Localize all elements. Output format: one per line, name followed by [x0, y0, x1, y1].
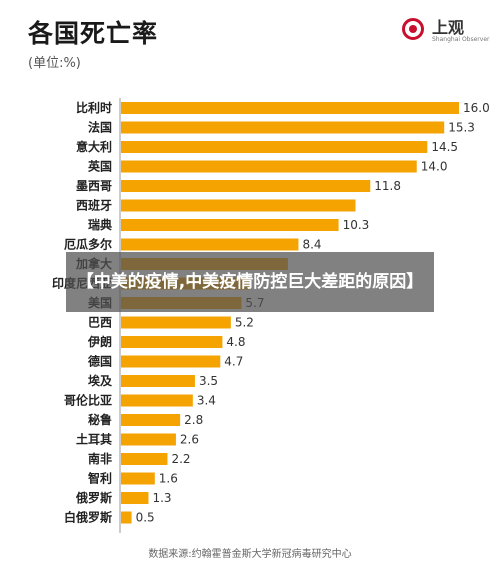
data-label: 3.5 — [199, 374, 218, 388]
data-label: 2.8 — [184, 413, 203, 427]
category-label: 埃及 — [88, 373, 113, 388]
data-label: 16.0 — [463, 101, 490, 115]
chart-title: 各国死亡率 — [28, 19, 159, 48]
category-label: 伊朗 — [87, 334, 112, 349]
category-label: 英国 — [88, 159, 112, 174]
bar — [121, 472, 155, 485]
category-label: 巴西 — [88, 316, 112, 330]
category-label: 南非 — [88, 451, 112, 466]
data-label: 2.6 — [180, 433, 199, 447]
category-label: 土耳其 — [76, 432, 112, 447]
bar — [121, 219, 339, 231]
data-label: 8.4 — [302, 238, 321, 252]
bar — [121, 414, 181, 426]
category-label: 俄罗斯 — [75, 490, 112, 505]
category-label: 比利时 — [76, 100, 112, 115]
data-label: 4.8 — [226, 335, 245, 349]
data-label: 14.5 — [431, 140, 458, 154]
bar — [121, 394, 193, 407]
data-source: 数据来源:约翰霍普金斯大学新冠病毒研究中心 — [148, 549, 352, 560]
data-label: 15.3 — [448, 121, 475, 135]
category-label: 白俄罗斯 — [64, 510, 112, 525]
category-label: 瑞典 — [88, 217, 112, 232]
bar — [121, 199, 356, 212]
bar — [121, 238, 299, 251]
data-label: 3.4 — [197, 394, 216, 408]
unit-label: (单位:%) — [28, 56, 81, 71]
logo-mark-icon — [402, 18, 424, 40]
logo-subtitle: Shanghai Observer — [432, 36, 490, 43]
overlay-caption: 【中美的疫情,中美疫情防控巨大差距的原因】 — [66, 252, 434, 312]
bar — [121, 180, 371, 192]
category-label: 厄瓜多尔 — [64, 237, 112, 252]
data-label: 5.2 — [235, 316, 254, 330]
data-label: 10.3 — [343, 218, 370, 232]
data-label: 14.0 — [421, 160, 448, 174]
category-label: 秘鲁 — [88, 412, 112, 427]
bar — [121, 375, 195, 387]
category-label: 哥伦比亚 — [64, 393, 112, 408]
bar — [121, 102, 459, 114]
data-label: 1.6 — [159, 472, 178, 486]
bar — [121, 336, 223, 348]
bar — [121, 433, 176, 446]
bar — [121, 492, 149, 504]
data-label: 1.3 — [152, 491, 171, 505]
bar — [121, 316, 231, 329]
category-label: 西班牙 — [76, 198, 112, 213]
data-label: 4.7 — [224, 355, 243, 369]
bar — [121, 511, 132, 524]
data-label: 0.5 — [136, 511, 155, 525]
data-label: 2.2 — [171, 452, 190, 466]
logo-text: 上观 — [432, 18, 465, 37]
category-label: 德国 — [88, 354, 112, 369]
bar — [121, 453, 168, 465]
bar — [121, 160, 417, 173]
data-label: 11.8 — [374, 179, 401, 193]
bar — [121, 121, 445, 134]
category-label: 意大利 — [76, 139, 112, 154]
bar — [121, 141, 428, 153]
category-label: 智利 — [87, 471, 112, 486]
shangguan-logo: 上观 Shanghai Observer — [402, 14, 489, 50]
category-label: 法国 — [88, 120, 112, 135]
category-label: 墨西哥 — [76, 179, 112, 193]
bar — [121, 355, 221, 368]
